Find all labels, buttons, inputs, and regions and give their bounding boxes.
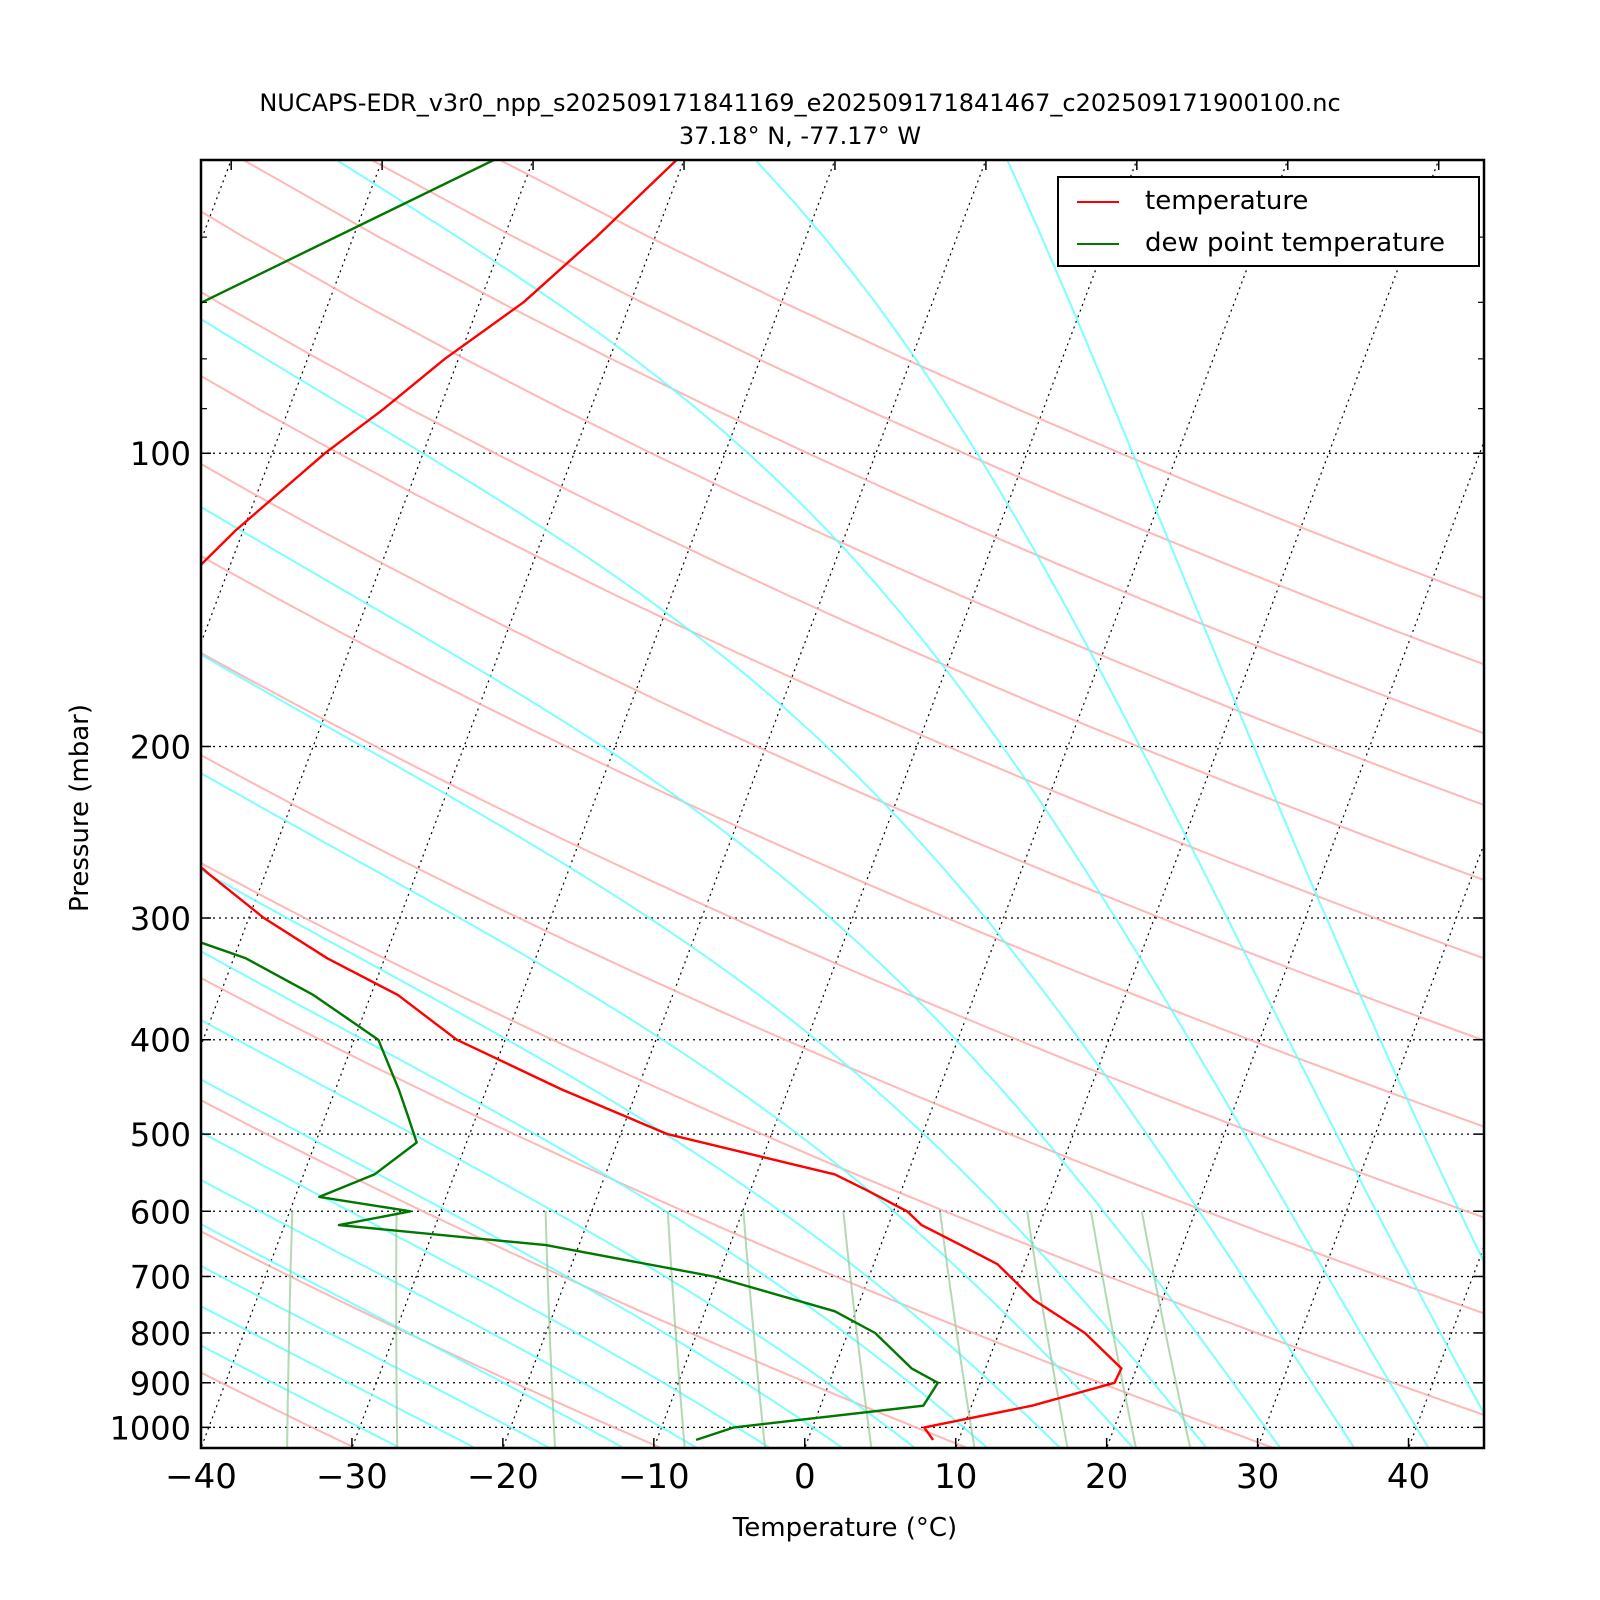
- y-tick-label: 700: [130, 1258, 191, 1296]
- mixing-ratio-line: [666, 1211, 686, 1448]
- x-tick-label: 10: [934, 1457, 977, 1497]
- dry-adiabat: [201, 651, 1484, 1219]
- isotherm-line: [1256, 842, 1484, 1448]
- isotherm-line: [653, 160, 1138, 1448]
- y-tick-label: 500: [130, 1116, 191, 1154]
- dry-adiabat: [201, 374, 1484, 960]
- isotherm-line: [201, 160, 685, 1448]
- moist-adiabat: [201, 1178, 699, 1448]
- dry-adiabat: [201, 290, 1484, 882]
- dry-adiabat: [201, 1371, 358, 1448]
- dry-adiabat: [0, 66, 57, 1452]
- dry-adiabat: [201, 1099, 971, 1448]
- isotherm-line: [804, 160, 1289, 1448]
- moist-adiabat: [201, 772, 1135, 1448]
- y-tick-label: 600: [130, 1193, 191, 1231]
- mixing-ratio-line: [286, 1211, 294, 1448]
- x-tick-label: 30: [1236, 1457, 1279, 1497]
- moist-adiabat: [201, 1305, 478, 1448]
- x-tick-label: 0: [794, 1457, 816, 1497]
- isotherm-line: [502, 160, 987, 1448]
- mixing-ratio-line: [395, 1211, 399, 1448]
- dry-adiabat: [497, 160, 1484, 600]
- isotherm-line: [1558, 66, 1600, 1452]
- legend-label-dewpoint: dew point temperature: [1145, 228, 1446, 258]
- dry-adiabat: [369, 160, 1484, 666]
- mixing-ratio-line: [842, 1211, 873, 1448]
- legend: temperature dew point temperature: [1057, 176, 1480, 267]
- mixing-ratio-line: [1026, 1211, 1069, 1448]
- x-axis-label: Temperature (°C): [732, 1513, 958, 1543]
- legend-swatch-dewpoint: [1077, 243, 1119, 245]
- moist-adiabat: [201, 1264, 552, 1448]
- mixing-ratio-line: [1090, 1211, 1137, 1448]
- legend-entry-dewpoint: dew point temperature: [1059, 224, 1478, 264]
- isotherm-line: [351, 160, 836, 1448]
- axes: −40 −30 −20 −10 0 10 20 30 40 100 200 300 400 500 600 7…: [110, 159, 1484, 1497]
- moist-adiabat: [201, 869, 1062, 1448]
- y-tick-label: 200: [130, 728, 191, 766]
- y-axis-label: Pressure (mbar): [65, 703, 95, 913]
- dry-adiabat: [201, 753, 1484, 1315]
- chart-subtitle: 37.18° N, -77.17° W: [678, 122, 922, 150]
- x-tick-label: −30: [316, 1457, 388, 1497]
- y-tick-label: 400: [130, 1022, 191, 1060]
- isotherm-line: [0, 66, 116, 1452]
- legend-swatch-temperature: [1077, 201, 1119, 203]
- moist-adiabat: [201, 1078, 845, 1448]
- x-tick-label: −40: [165, 1457, 237, 1497]
- legend-entry-temperature: temperature: [1059, 182, 1478, 222]
- isotherm-line: [1407, 1245, 1484, 1448]
- y-tick-label: 300: [130, 900, 191, 938]
- moist-adiabat: [201, 653, 1208, 1448]
- moist-adiabat: [336, 160, 1430, 1448]
- mixing-ratio-line: [939, 1211, 976, 1448]
- dry-adiabat: [201, 976, 1277, 1448]
- dry-adiabat: [241, 160, 1484, 735]
- x-tick-label: −20: [467, 1457, 539, 1497]
- temperature-profile: [201, 160, 1123, 1441]
- moist-adiabat: [201, 1018, 917, 1448]
- moist-adiabat: [754, 160, 1484, 1416]
- mixing-ratio-line: [742, 1211, 767, 1448]
- x-tick-label: 40: [1387, 1457, 1430, 1497]
- plot-frame: [199, 158, 1486, 1450]
- chart-title: NUCAPS-EDR_v3r0_npp_s202509171841169_e20…: [259, 89, 1341, 117]
- data-lines: [201, 160, 1123, 1442]
- mixing-ratio-line: [544, 1211, 557, 1448]
- y-tick-label: 100: [130, 435, 191, 473]
- legend-label-temperature: temperature: [1145, 186, 1309, 216]
- x-tick-label: 20: [1085, 1457, 1128, 1497]
- dry-adiabat: [201, 210, 1484, 807]
- moist-adiabat: [201, 1344, 403, 1448]
- moist-adiabat: [201, 1223, 626, 1448]
- dewpoint-profile: [201, 160, 940, 1442]
- mixing-ratio-line: [1140, 1211, 1192, 1448]
- y-tick-label: 1000: [110, 1409, 191, 1447]
- moist-adiabat: [1006, 160, 1484, 1265]
- dry-adiabat: [201, 862, 1484, 1417]
- dry-adiabat: [201, 1230, 664, 1448]
- isotherm-line: [1106, 440, 1484, 1448]
- isotherm-line: [955, 160, 1440, 1448]
- dry-adiabat: [201, 462, 1484, 1042]
- moist-adiabat: [201, 318, 1356, 1448]
- dry-adiabat: [201, 554, 1484, 1128]
- moist-adiabat: [201, 950, 990, 1448]
- moist-adiabat: [201, 505, 1282, 1448]
- background-lines: [0, 66, 1600, 1452]
- y-tick-label: 900: [130, 1365, 191, 1403]
- moist-adiabat: [201, 1131, 772, 1448]
- x-tick-label: −10: [618, 1457, 690, 1497]
- y-tick-label: 800: [130, 1315, 191, 1353]
